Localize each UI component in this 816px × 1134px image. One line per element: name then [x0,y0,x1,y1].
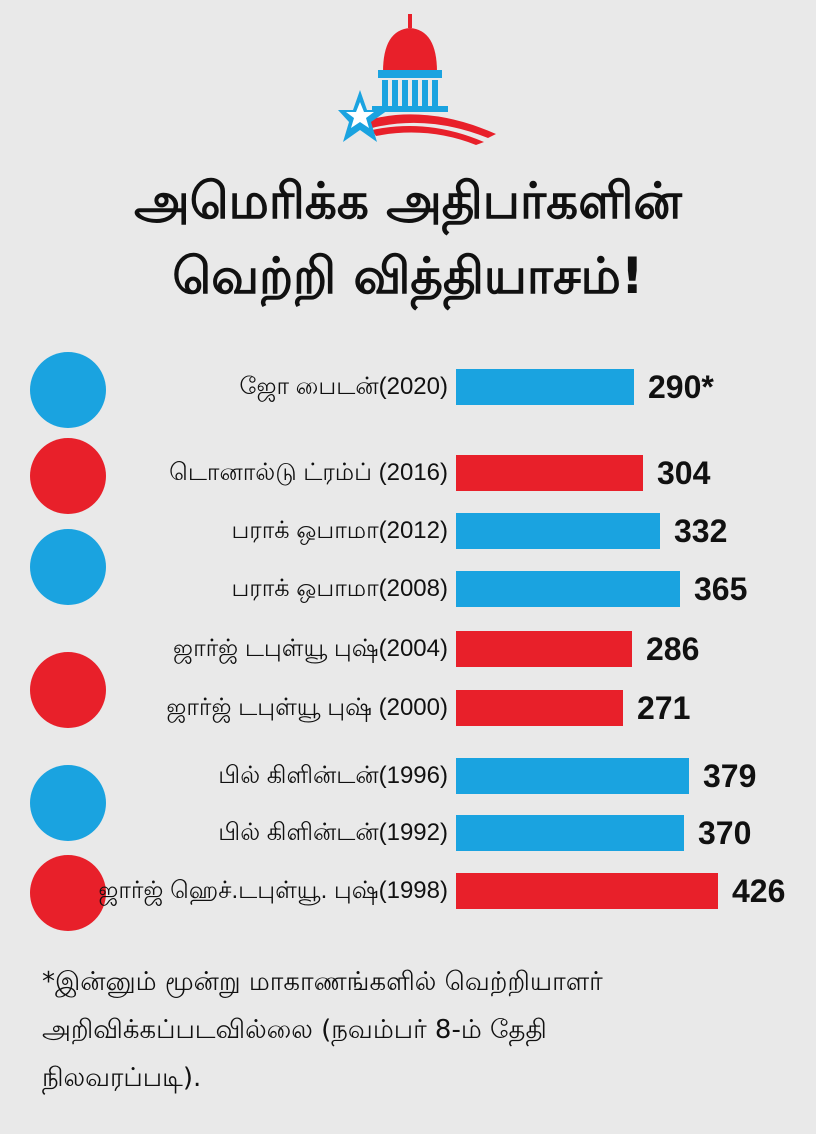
capitol-logo [338,14,496,145]
data-label: 426 [732,873,786,909]
category-label: ஜோ பைடன்(2020) [239,373,448,400]
bar [456,455,643,491]
category-label: பராக் ஒபாமா(2012) [231,517,448,544]
chart-row: ஜார்ஜ் டபுள்யூ புஷ்(2004) 286 [0,627,816,671]
data-label: 332 [674,513,728,549]
party-marker-republican [30,855,106,931]
footnote-line: அறிவிக்கப்படவில்லை (நவம்பர் 8-ம் தேதி [42,1015,547,1045]
category-label: பில் கிளின்டன்(1996) [218,762,448,789]
category-label: டொனால்டு ட்ரம்ப் (2016) [169,459,448,486]
chart-row: ஜார்ஜ் டபுள்யூ புஷ் (2000) 271 [0,686,816,730]
party-marker-republican [30,652,106,728]
chart-row: ஜோ பைடன்(2020) 290* [0,365,816,409]
category-label: ஜார்ஜ் ஹெச்.டபுள்யூ. புஷ்(1998) [98,877,448,904]
bar [456,815,684,851]
chart-title-line2: வெற்றி வித்தியாசம்! [172,247,644,305]
chart-row: பராக் ஒபாமா(2008) 365 [0,567,816,611]
data-label: 290* [648,369,714,405]
data-label: 304 [657,455,711,491]
category-label: பில் கிளின்டன்(1992) [218,819,448,846]
party-marker-democrat [30,765,106,841]
bar [456,369,634,405]
bar [456,690,623,726]
party-marker-republican [30,438,106,514]
bar [456,758,689,794]
data-label: 379 [703,758,757,794]
data-label: 271 [637,690,691,726]
bar [456,631,632,667]
chart-row: ஜார்ஜ் ஹெச்.டபுள்யூ. புஷ்(1998) 426 [0,869,816,913]
footnote: *இன்னும் மூன்று மாகாணங்களில் வெற்றியாளர்… [42,958,782,1102]
chart-row: பராக் ஒபாமா(2012) 332 [0,509,816,553]
party-marker-democrat [30,352,106,428]
footnote-line: *இன்னும் மூன்று மாகாணங்களில் வெற்றியாளர் [42,967,603,997]
category-label: ஜார்ஜ் டபுள்யூ புஷ் (2000) [166,694,448,721]
chart-row: டொனால்டு ட்ரம்ப் (2016) 304 [0,451,816,495]
chart-row: பில் கிளின்டன்(1992) 370 [0,811,816,855]
data-label: 365 [694,571,748,607]
data-label: 370 [698,815,752,851]
party-marker-democrat [30,529,106,605]
category-label: ஜார்ஜ் டபுள்யூ புஷ்(2004) [173,635,448,662]
chart-row: பில் கிளின்டன்(1996) 379 [0,754,816,798]
category-label: பராக் ஒபாமா(2008) [231,575,448,602]
chart-title-line1: அமெரிக்க அதிபர்களின் [134,172,682,230]
data-label: 286 [646,631,700,667]
bar [456,571,680,607]
footnote-line: நிலவரப்படி). [42,1063,202,1093]
bar [456,873,718,909]
bar [456,513,660,549]
